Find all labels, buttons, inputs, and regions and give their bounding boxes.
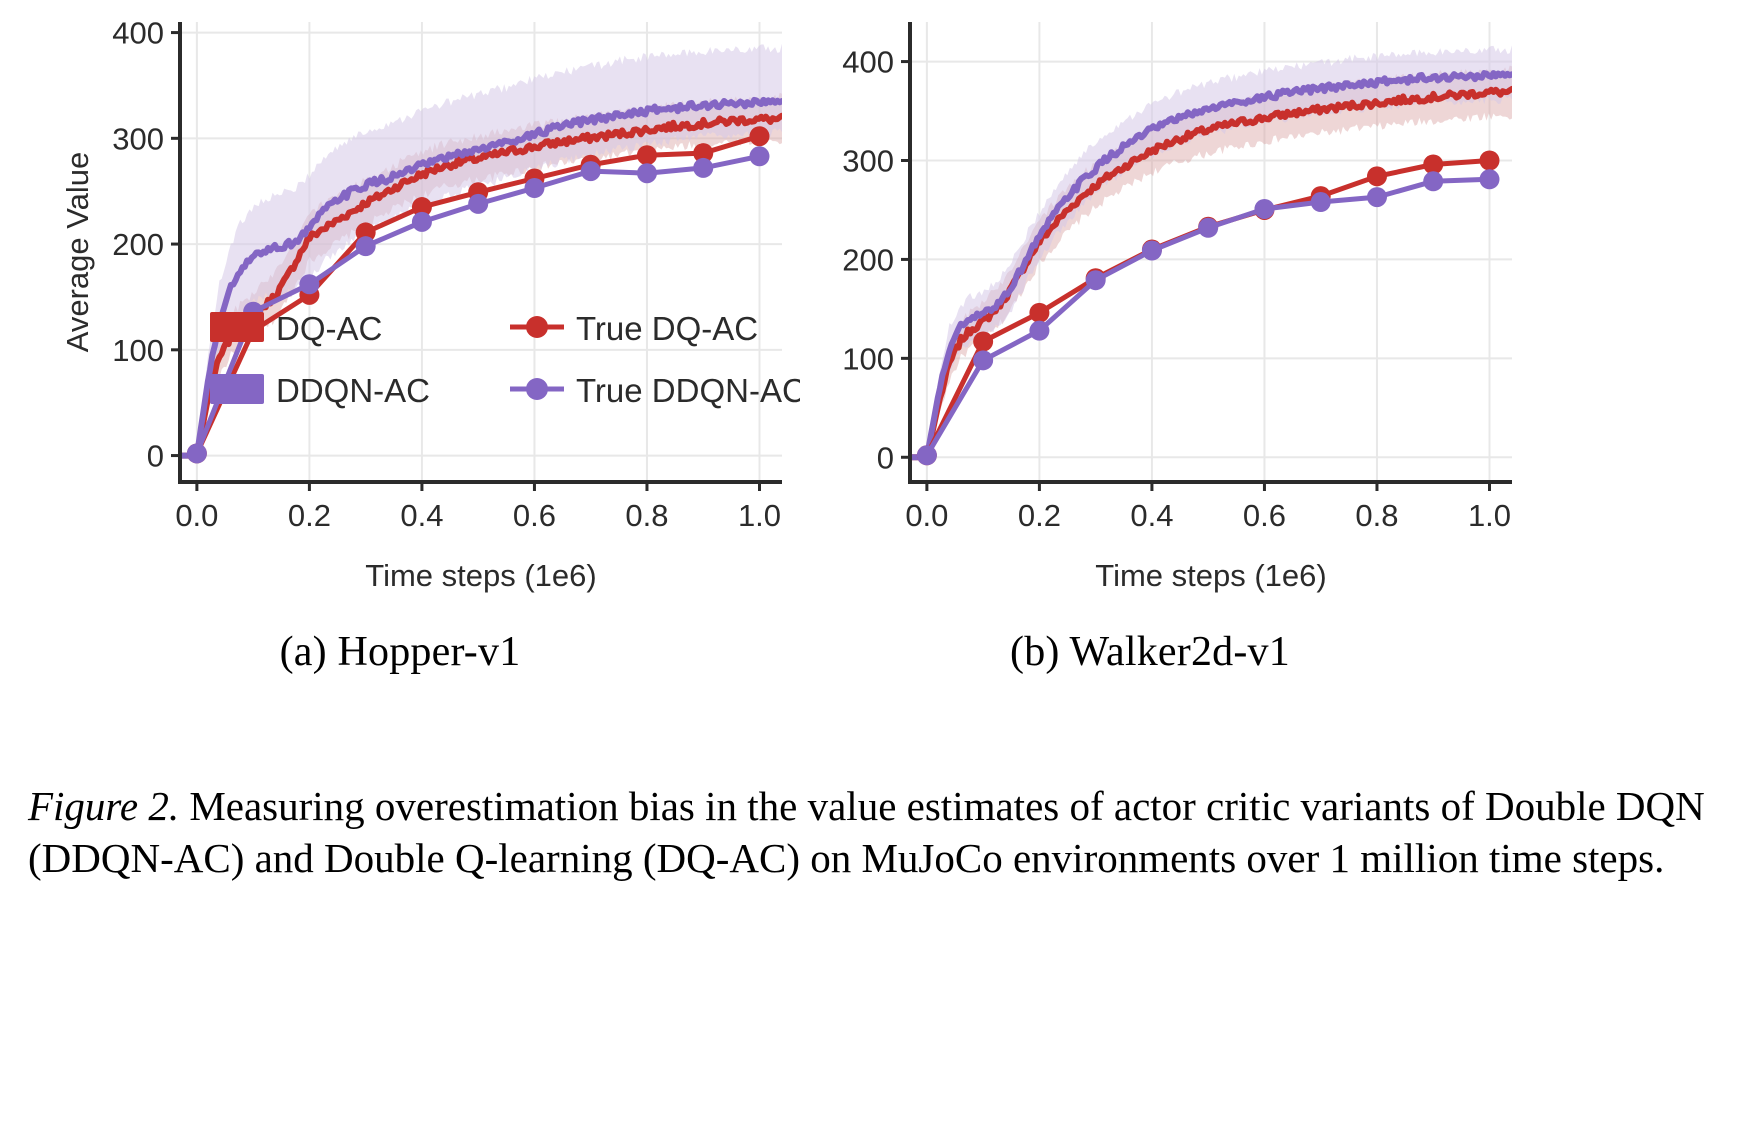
chart-hopper-v1: 0.0 0.2 0.4 0.6 0.8 1.0 0 100 200 300 400 Time step… — [40, 0, 800, 600]
data-point — [749, 146, 770, 167]
legend-marker-icon — [526, 316, 548, 338]
y-tick-label: 200 — [842, 242, 894, 277]
legend-label: DDQN-AC — [276, 372, 430, 409]
y-tick-label: 400 — [842, 45, 894, 80]
data-point — [1366, 166, 1387, 187]
data-point — [973, 331, 994, 352]
x-tick-label: 1.0 — [1468, 498, 1511, 533]
data-point — [411, 211, 432, 232]
data-point — [299, 274, 320, 295]
data-point — [411, 197, 432, 218]
series-line-ddqn-ac — [910, 70, 1512, 461]
y-tick-label: 400 — [112, 16, 164, 51]
plot-svg-hopper: 0.0 0.2 0.4 0.6 0.8 1.0 0 100 200 300 400 Time step… — [60, 16, 800, 593]
data-point — [1141, 240, 1162, 261]
data-point — [1029, 320, 1050, 341]
data-point — [1310, 192, 1331, 213]
confidence-band-ddqn-ac — [180, 43, 782, 456]
y-tick-labels: 0 100 200 300 400 — [842, 45, 910, 475]
plot-area-walker2d — [910, 45, 1512, 466]
data-point — [468, 193, 489, 214]
legend-label: DQ-AC — [276, 310, 382, 347]
x-axis-title: Time steps (1e6) — [365, 558, 596, 593]
figure-caption-body: Measuring overestimation bias in the val… — [28, 783, 1705, 882]
data-point — [749, 126, 770, 147]
plot-area-hopper — [180, 43, 782, 464]
data-point — [355, 236, 376, 257]
x-tick-label: 0.4 — [1130, 498, 1173, 533]
data-point — [580, 161, 601, 182]
legend-swatch-icon — [210, 312, 264, 342]
data-point — [916, 445, 937, 466]
x-tick-label: 0.8 — [1355, 498, 1398, 533]
figure-caption-lead: Figure 2. — [28, 783, 180, 829]
data-point — [693, 143, 714, 164]
x-tick-label: 0.2 — [288, 498, 331, 533]
data-point — [355, 222, 376, 243]
legend-marker-icon — [526, 378, 548, 400]
y-axis-title: Average Value — [60, 152, 95, 353]
subplot-caption-b: (b) Walker2d-v1 — [1010, 629, 1290, 675]
data-point — [636, 163, 657, 184]
x-tick-label: 0.2 — [1018, 498, 1061, 533]
x-tick-label: 0.4 — [400, 498, 443, 533]
data-point — [1085, 270, 1106, 291]
legend-swatch-icon — [210, 374, 264, 404]
data-point — [973, 350, 994, 371]
legend-item-true-dq-ac[interactable]: True DQ-AC — [510, 310, 758, 347]
plots-row: 0.0 0.2 0.4 0.6 0.8 1.0 0 100 200 300 400 Time step… — [40, 0, 1530, 600]
figure-caption: Figure 2. Measuring overestimation bias … — [28, 780, 1708, 885]
data-point — [1479, 169, 1500, 190]
legend-label: True DDQN-AC — [576, 372, 800, 409]
x-tick-label: 0.0 — [175, 498, 218, 533]
y-tick-label: 0 — [147, 439, 164, 474]
series-line-dq-ac — [180, 112, 782, 459]
y-tick-labels: 0 100 200 300 400 — [112, 16, 180, 474]
data-point — [693, 157, 714, 178]
plot-svg-walker2d: 0.0 0.2 0.4 0.6 0.8 1.0 0 100 200 300 400 Time step… — [842, 22, 1512, 593]
series-line-ddqn-ac — [180, 96, 782, 459]
x-tick-labels: 0.0 0.2 0.4 0.6 0.8 1.0 — [175, 482, 781, 533]
data-point — [524, 178, 545, 199]
y-tick-label: 100 — [842, 341, 894, 376]
x-tick-label: 0.0 — [905, 498, 948, 533]
data-point — [186, 443, 207, 464]
x-tick-labels: 0.0 0.2 0.4 0.6 0.8 1.0 — [905, 482, 1511, 533]
x-axis-title: Time steps (1e6) — [1095, 558, 1326, 593]
x-tick-label: 1.0 — [738, 498, 781, 533]
chart-walker2d-v1: 0.0 0.2 0.4 0.6 0.8 1.0 0 100 200 300 400 Time step… — [790, 0, 1530, 600]
data-point — [1254, 198, 1275, 219]
y-tick-label: 100 — [112, 333, 164, 368]
legend-item-true-ddqn-ac[interactable]: True DDQN-AC — [510, 372, 800, 409]
legend-label: True DQ-AC — [576, 310, 758, 347]
data-point — [636, 145, 657, 166]
y-tick-label: 0 — [877, 440, 894, 475]
data-point — [1479, 150, 1500, 171]
subplot-caption-a: (a) Hopper-v1 — [279, 629, 521, 675]
data-point — [1366, 187, 1387, 208]
x-tick-label: 0.6 — [513, 498, 556, 533]
data-point — [1423, 154, 1444, 175]
legend: DQ-AC True DQ-AC DDQN-AC True DDQN-AC — [210, 310, 800, 409]
legend-item-dq-ac[interactable]: DQ-AC — [210, 310, 382, 347]
x-tick-label: 0.6 — [1243, 498, 1286, 533]
x-tick-label: 0.8 — [625, 498, 668, 533]
data-point — [1198, 217, 1219, 238]
data-point — [1029, 302, 1050, 323]
y-tick-label: 200 — [112, 227, 164, 262]
y-tick-label: 300 — [112, 121, 164, 156]
data-point — [1423, 171, 1444, 192]
y-tick-label: 300 — [842, 143, 894, 178]
legend-item-ddqn-ac[interactable]: DDQN-AC — [210, 372, 430, 409]
